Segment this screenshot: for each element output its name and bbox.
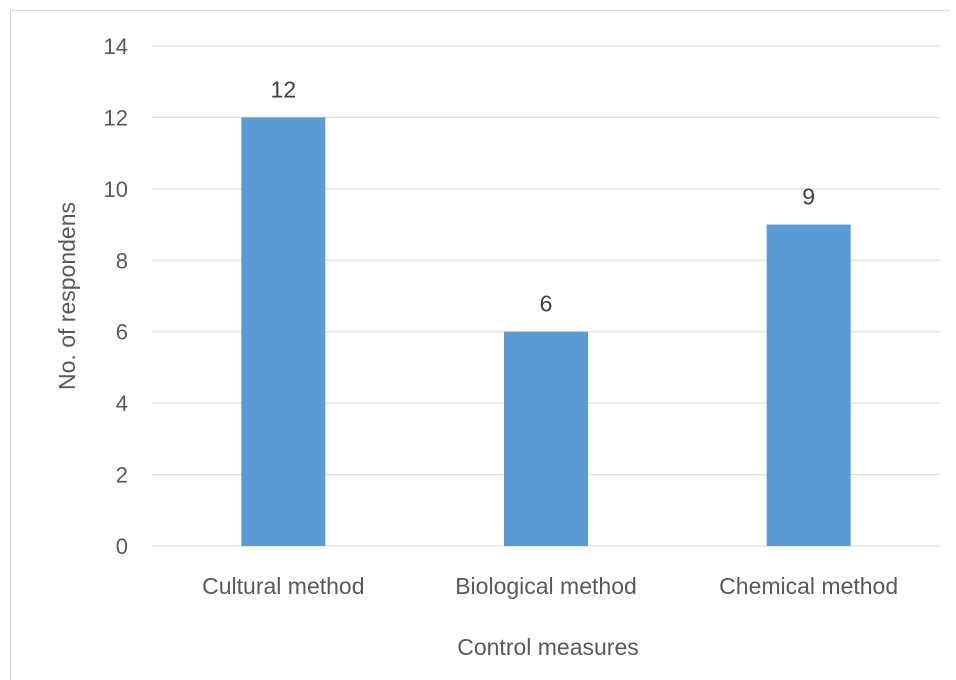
y-tick-label: 4 bbox=[116, 391, 128, 416]
y-tick-label: 10 bbox=[104, 177, 128, 202]
y-tick-label: 12 bbox=[104, 105, 128, 130]
data-label: 9 bbox=[802, 184, 815, 210]
x-category-label: Biological method bbox=[455, 573, 637, 599]
bar-biological-method bbox=[504, 332, 588, 546]
y-tick-label: 8 bbox=[116, 248, 128, 273]
y-tick-label: 14 bbox=[104, 34, 128, 59]
y-tick-label: 2 bbox=[116, 463, 128, 488]
x-category-label: Cultural method bbox=[202, 573, 364, 599]
y-tick-label: 0 bbox=[116, 534, 128, 559]
x-category-label: Chemical method bbox=[719, 573, 898, 599]
y-tick-label: 6 bbox=[116, 320, 128, 345]
bar-cultural-method bbox=[241, 117, 325, 546]
x-axis-categories: Cultural method Biological method Chemical… bbox=[202, 573, 898, 599]
y-axis-title: No. of respondens bbox=[54, 202, 80, 390]
x-axis-title: Control measures bbox=[457, 634, 639, 660]
bar-chemical-method bbox=[767, 225, 851, 546]
data-label: 12 bbox=[271, 76, 297, 102]
data-label: 6 bbox=[540, 291, 553, 317]
data-labels: 12 6 9 bbox=[271, 76, 816, 316]
y-axis-ticks: 0 2 4 6 8 10 12 14 bbox=[104, 34, 128, 559]
